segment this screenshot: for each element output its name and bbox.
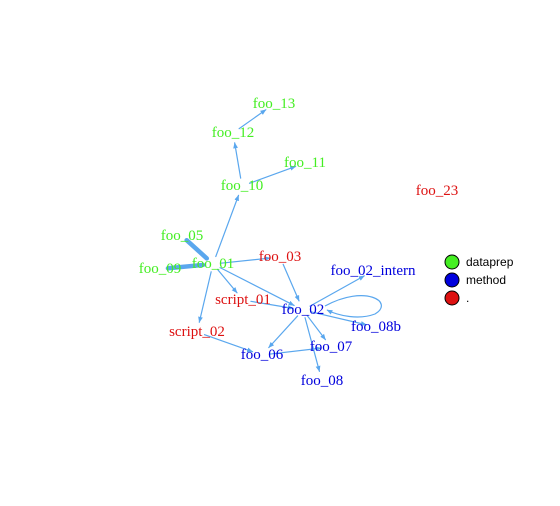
node-foo-06[interactable]: foo_06 — [241, 347, 284, 363]
node-foo-12[interactable]: foo_12 — [212, 125, 255, 141]
edge-foo_09-to-foo_01 — [165, 262, 206, 271]
legend-swatch-other — [444, 290, 460, 306]
edge-foo_12-to-foo_13 — [238, 109, 267, 130]
edge-foo_01-to-foo_10 — [215, 194, 240, 258]
legend-swatch-dataprep — [444, 254, 460, 270]
nodes-layer: foo_13 foo_12 foo_11 foo_10 foo_23 foo_05 foo_… — [139, 96, 459, 389]
edge-script_01-to-foo_02 — [250, 300, 294, 310]
edge-foo_01-to-foo_03 — [220, 256, 271, 264]
edge-script_02-to-foo_06 — [203, 334, 254, 353]
edge-foo_02-to-foo_08b — [310, 311, 367, 326]
edge-foo_05-to-foo_01 — [184, 237, 210, 261]
node-foo-13[interactable]: foo_13 — [253, 96, 296, 112]
node-foo-09[interactable]: foo_09 — [139, 261, 182, 277]
node-foo-23[interactable]: foo_23 — [416, 183, 459, 199]
node-foo-02-intern[interactable]: foo_02_intern — [331, 263, 416, 279]
node-script-02[interactable]: script_02 — [169, 324, 225, 340]
edge-foo_03-to-foo_02 — [282, 263, 300, 302]
node-foo-03[interactable]: foo_03 — [259, 249, 302, 265]
edge-foo_01-to-script_01 — [216, 268, 238, 294]
legend-label-method: method — [466, 273, 506, 287]
edge-foo_02-to-foo_06 — [268, 315, 299, 349]
node-foo-05[interactable]: foo_05 — [161, 228, 204, 244]
edge-foo_06-to-foo_07 — [269, 346, 322, 355]
edge-foo_02-to-foo_02_intern — [309, 275, 365, 307]
edge-foo_02-to-foo_07 — [306, 314, 326, 341]
node-foo-01[interactable]: foo_01 — [192, 256, 235, 272]
edge-foo_01-to-script_02 — [198, 271, 212, 323]
edge-foo_10-to-foo_12 — [233, 142, 242, 179]
edges-layer — [165, 109, 382, 372]
node-script-01[interactable]: script_01 — [215, 292, 271, 308]
legend-swatch-method — [444, 272, 460, 288]
legend: dataprep method. — [444, 254, 514, 306]
legend-label-dataprep: dataprep — [466, 255, 514, 269]
node-foo-08[interactable]: foo_08 — [301, 373, 344, 389]
edge-foo_01-to-foo_02 — [219, 267, 295, 307]
edge-foo_02-self-loop — [324, 295, 382, 318]
legend-label-other: . — [466, 291, 469, 305]
node-foo-11[interactable]: foo_11 — [284, 155, 326, 171]
node-foo-08b[interactable]: foo_08b — [351, 319, 401, 335]
node-foo-07[interactable]: foo_07 — [310, 339, 353, 355]
node-foo-10[interactable]: foo_10 — [221, 178, 264, 194]
edge-foo_02-to-foo_08 — [304, 317, 321, 372]
node-foo-02[interactable]: foo_02 — [282, 302, 325, 318]
edge-foo_10-to-foo_11 — [248, 165, 297, 184]
